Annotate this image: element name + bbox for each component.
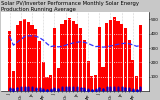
Bar [105, 23, 108, 91]
Bar [75, 24, 78, 91]
Bar [109, 20, 112, 91]
Bar [53, 28, 56, 91]
Bar [16, 25, 19, 91]
Bar [23, 19, 26, 91]
Bar [79, 28, 82, 91]
Bar [27, 22, 30, 91]
Bar [42, 62, 45, 91]
Bar [8, 31, 11, 91]
Bar [49, 75, 52, 91]
Text: Solar PV/Inverter Performance Monthly Solar Energy Production Running Average: Solar PV/Inverter Performance Monthly So… [1, 1, 139, 12]
Bar [101, 67, 105, 91]
Bar [38, 41, 41, 91]
Bar [64, 20, 67, 91]
Bar [31, 25, 34, 91]
Bar [72, 21, 75, 91]
Bar [128, 40, 131, 91]
Bar [57, 68, 60, 91]
Bar [19, 21, 22, 91]
Bar [98, 26, 101, 91]
Bar [12, 71, 15, 91]
Bar [68, 18, 71, 91]
Bar [83, 40, 86, 91]
Bar [60, 24, 64, 91]
Bar [120, 24, 123, 91]
Bar [135, 76, 138, 91]
Bar [45, 77, 49, 91]
Bar [131, 60, 135, 91]
Bar [124, 28, 127, 91]
Bar [94, 74, 97, 91]
Bar [139, 25, 142, 91]
Bar [34, 29, 37, 91]
Bar [116, 20, 120, 91]
Bar [90, 76, 93, 91]
Bar [113, 17, 116, 91]
Bar [87, 61, 90, 91]
